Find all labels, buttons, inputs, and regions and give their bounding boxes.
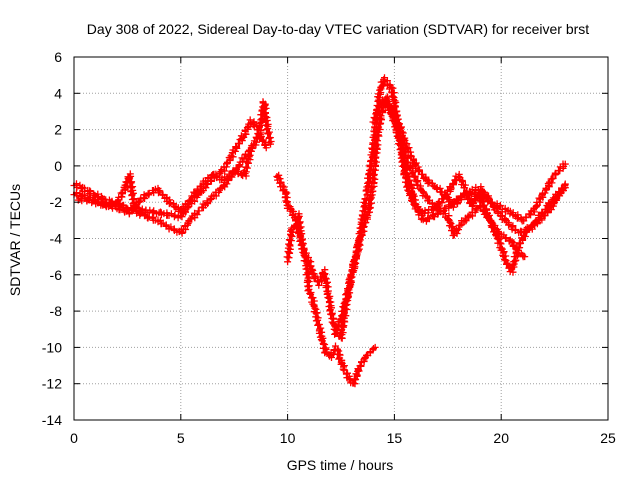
x-tick-label: 0 bbox=[70, 430, 78, 446]
series-markers bbox=[390, 108, 569, 237]
y-tick-label: -4 bbox=[50, 231, 63, 247]
chart-title: Day 308 of 2022, Sidereal Day-to-day VTE… bbox=[87, 21, 589, 37]
series-markers bbox=[74, 144, 255, 218]
y-tick-label: 2 bbox=[54, 122, 62, 138]
x-axis-label: GPS time / hours bbox=[287, 457, 394, 473]
y-axis-ticks: -14 -12 -10 -8 -6 -4 -2 0 2 4 6 bbox=[42, 49, 608, 428]
series-track-E bbox=[283, 74, 569, 342]
x-axis-ticks: 0 5 10 15 20 25 bbox=[70, 57, 616, 446]
y-tick-label: 4 bbox=[54, 85, 62, 101]
series-track-C bbox=[74, 144, 255, 218]
y-tick-label: -6 bbox=[50, 267, 63, 283]
series-markers bbox=[283, 74, 569, 342]
x-tick-label: 15 bbox=[387, 430, 403, 446]
y-tick-label: -12 bbox=[42, 376, 62, 392]
x-tick-label: 20 bbox=[493, 430, 509, 446]
x-tick-label: 25 bbox=[600, 430, 616, 446]
y-axis-label: SDTVAR / TECUs bbox=[7, 184, 23, 296]
data-points bbox=[70, 74, 569, 388]
y-tick-label: -8 bbox=[50, 303, 63, 319]
y-tick-label: 6 bbox=[54, 49, 62, 65]
series-track-H bbox=[390, 108, 569, 237]
y-tick-label: -14 bbox=[42, 412, 62, 428]
y-tick-label: -2 bbox=[50, 194, 63, 210]
x-tick-label: 5 bbox=[177, 430, 185, 446]
x-tick-label: 10 bbox=[280, 430, 296, 446]
y-tick-label: 0 bbox=[54, 158, 62, 174]
y-tick-label: -10 bbox=[42, 339, 62, 355]
